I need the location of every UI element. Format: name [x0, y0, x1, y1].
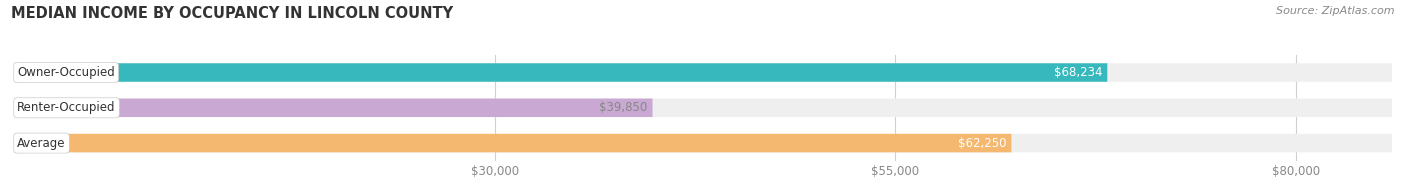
- Text: $39,850: $39,850: [599, 101, 648, 114]
- FancyBboxPatch shape: [14, 63, 1108, 82]
- Text: $68,234: $68,234: [1054, 66, 1102, 79]
- FancyBboxPatch shape: [14, 99, 1392, 117]
- Text: Average: Average: [17, 137, 66, 150]
- FancyBboxPatch shape: [14, 63, 1392, 82]
- Text: Owner-Occupied: Owner-Occupied: [17, 66, 115, 79]
- FancyBboxPatch shape: [14, 99, 652, 117]
- Text: $62,250: $62,250: [957, 137, 1007, 150]
- Text: MEDIAN INCOME BY OCCUPANCY IN LINCOLN COUNTY: MEDIAN INCOME BY OCCUPANCY IN LINCOLN CO…: [11, 6, 453, 21]
- FancyBboxPatch shape: [14, 134, 1011, 152]
- Text: Renter-Occupied: Renter-Occupied: [17, 101, 115, 114]
- FancyBboxPatch shape: [14, 134, 1392, 152]
- Text: Source: ZipAtlas.com: Source: ZipAtlas.com: [1277, 6, 1395, 16]
